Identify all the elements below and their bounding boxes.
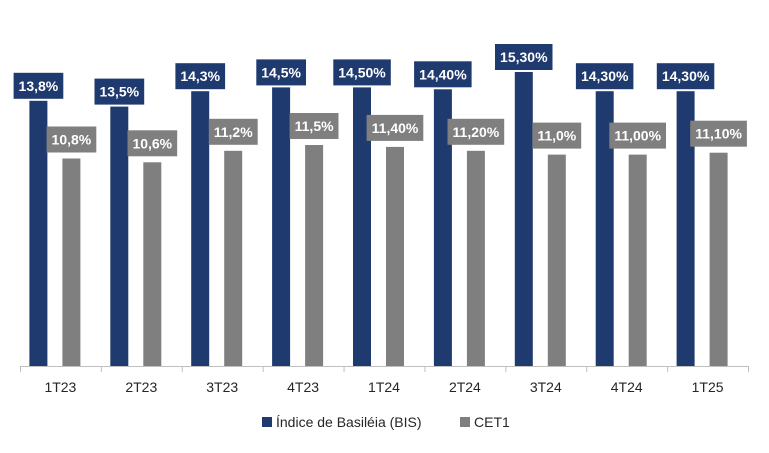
bar-cet1-4T23	[305, 145, 324, 366]
legend-item-cet1-swatch	[460, 417, 470, 427]
x-tick-label: 3T23	[206, 379, 238, 395]
data-label-bis-3T24: 15,30%	[495, 44, 553, 70]
bar-bis-2T23	[110, 106, 129, 366]
data-label-cet1-2T24-box	[447, 118, 505, 145]
data-label-bis-1T25-box	[656, 63, 715, 90]
data-label-cet1-1T24: 11,40%	[366, 114, 424, 141]
data-label-bis-1T23-box	[13, 72, 64, 99]
data-label-cet1-4T24-box	[609, 122, 666, 149]
legend-item-bis-swatch	[262, 417, 272, 427]
data-label-bis-3T24-text: 15,30%	[500, 49, 548, 65]
data-label-bis-2T24: 14,40%	[414, 61, 472, 88]
x-tick-label: 3T24	[530, 379, 562, 395]
data-label-cet1-4T23-text: 11,5%	[295, 118, 334, 134]
data-label-cet1-2T24: 11,20%	[447, 118, 505, 145]
data-label-bis-1T25-text: 14,30%	[662, 68, 710, 84]
bar-cet1-4T24	[628, 154, 647, 366]
data-label-cet1-2T23-box	[127, 130, 178, 157]
bars	[29, 72, 728, 367]
bar-bis-1T24	[353, 87, 371, 367]
bar-bis-1T23	[29, 100, 48, 367]
data-label-cet1-3T24-box	[532, 122, 582, 149]
data-label-bis-4T23-text: 14,5%	[261, 64, 301, 80]
data-label-cet1-1T23-text: 10,8%	[52, 132, 92, 148]
legend-item-cet1-label: CET1	[474, 414, 510, 430]
x-tick-label: 1T24	[368, 379, 400, 395]
data-label-cet1-3T24-text: 11,0%	[537, 128, 576, 144]
data-label-cet1-4T23-box	[289, 113, 339, 139]
bar-bis-4T23	[272, 87, 291, 367]
bar-bis-3T23	[191, 91, 210, 366]
bar-bis-3T24	[514, 72, 533, 366]
data-label-bis-2T24-box	[414, 61, 472, 88]
bar-cet1-3T23	[224, 150, 243, 366]
data-label-bis-2T23-text: 13,5%	[99, 84, 139, 100]
data-label-cet1-3T23-box	[208, 118, 258, 145]
data-label-cet1-1T24-text: 11,40%	[372, 120, 419, 136]
x-tick-label: 4T23	[287, 379, 319, 395]
data-label-bis-3T23-box	[175, 63, 226, 90]
data-label-cet1-2T23: 10,6%	[127, 130, 178, 157]
bar-cet1-2T24	[466, 150, 485, 366]
data-label-bis-1T23-text: 13,8%	[19, 78, 59, 94]
bar-cet1-1T23	[62, 158, 81, 366]
x-tick-label: 2T23	[125, 379, 157, 395]
legend-item-cet1: CET1	[460, 414, 510, 430]
bar-cet1-1T25	[709, 152, 728, 366]
data-label-cet1-1T23-box	[46, 126, 97, 153]
data-label-cet1-3T23: 11,2%	[208, 118, 258, 145]
data-label-bis-4T24: 14,30%	[575, 63, 634, 90]
legend-item-bis: Índice de Basiléia (BIS)	[262, 414, 422, 430]
data-label-cet1-4T23: 11,5%	[289, 113, 339, 139]
data-label-bis-3T24-box	[495, 44, 553, 70]
data-label-bis-4T24-text: 14,30%	[581, 68, 629, 84]
data-label-cet1-1T25-box	[690, 120, 747, 147]
data-label-bis-1T24-box	[333, 59, 391, 86]
bar-cet1-2T23	[143, 162, 162, 366]
data-label-cet1-4T24-text: 11,00%	[614, 128, 661, 144]
x-tick-label: 1T23	[44, 379, 76, 395]
data-label-bis-4T24-box	[575, 63, 634, 90]
data-label-cet1-2T24-text: 11,20%	[453, 124, 500, 140]
data-label-bis-2T23-box	[94, 78, 145, 105]
bar-bis-4T24	[595, 91, 614, 366]
x-tick-label: 1T25	[692, 379, 724, 395]
bar-bis-1T25	[676, 91, 695, 366]
bar-cet1-1T24	[386, 146, 404, 366]
data-label-cet1-1T25-text: 11,10%	[695, 126, 742, 142]
bar-cet1-3T24	[547, 154, 566, 366]
data-label-bis-3T23: 14,3%	[175, 63, 226, 90]
data-label-cet1-2T23-text: 10,6%	[132, 135, 172, 151]
legend-item-bis-label: Índice de Basiléia (BIS)	[276, 414, 422, 430]
data-label-bis-2T23: 13,5%	[94, 78, 145, 105]
data-label-bis-1T24: 14,50%	[333, 59, 391, 86]
data-label-cet1-3T24: 11,0%	[532, 122, 582, 149]
data-label-bis-2T24-text: 14,40%	[419, 66, 467, 82]
data-label-cet1-3T23-text: 11,2%	[214, 124, 253, 140]
legend: Índice de Basiléia (BIS) CET1	[262, 414, 510, 430]
data-label-bis-1T23: 13,8%	[13, 72, 64, 99]
data-label-cet1-1T24-box	[366, 114, 424, 141]
data-label-bis-1T25: 14,30%	[656, 63, 715, 90]
data-label-bis-4T23: 14,5%	[256, 59, 306, 86]
data-labels: 13,8% 10,8% 13,5% 10,6% 14,3% 11,2% 14,5% 11,5%…	[13, 44, 747, 157]
x-tick-label: 2T24	[449, 379, 481, 395]
data-label-bis-1T24-text: 14,50%	[338, 64, 386, 80]
data-label-cet1-1T25: 11,10%	[690, 120, 747, 147]
data-label-bis-4T23-box	[256, 59, 306, 86]
bar-bis-2T24	[433, 89, 452, 367]
data-label-bis-3T23-text: 14,3%	[180, 68, 220, 84]
data-label-cet1-4T24: 11,00%	[609, 122, 666, 149]
x-axis: 1T23 2T23 3T23 4T23 1T24 2T24 3T24 4T24 1T25	[20, 366, 749, 395]
data-label-cet1-1T23: 10,8%	[46, 126, 97, 153]
x-tick-label: 4T24	[611, 379, 643, 395]
